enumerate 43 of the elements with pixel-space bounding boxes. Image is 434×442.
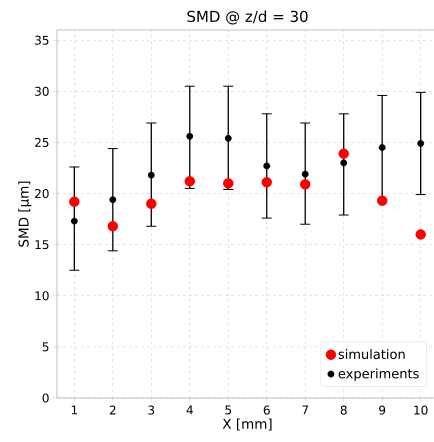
y-axis-title: SMD [µm]: [18, 182, 32, 247]
point: [378, 144, 386, 151]
point: [415, 229, 426, 240]
point: [148, 172, 155, 179]
y-tick-label: 35: [35, 36, 48, 45]
x-tick-label: 6: [264, 406, 270, 415]
point: [70, 218, 78, 225]
y-tick-label: 10: [36, 291, 49, 300]
point: [184, 176, 195, 186]
y-tick-label: 20: [35, 189, 49, 198]
point: [262, 177, 272, 188]
point: [263, 162, 270, 170]
point: [146, 198, 156, 209]
x-tick-label: 4: [186, 406, 193, 414]
x-tick-label: 9: [379, 406, 386, 415]
y-tick-label: 30: [35, 86, 49, 96]
y-tick-label: 0: [42, 393, 49, 403]
y-tick-label: 15: [36, 240, 48, 250]
y-tick-label: 25: [35, 138, 48, 147]
x-tick-label: 7: [302, 406, 308, 414]
chart-title: SMD @ z/d = 30: [187, 10, 308, 24]
point: [186, 132, 194, 140]
point: [417, 140, 424, 147]
point: [340, 159, 348, 166]
point: [69, 196, 80, 207]
legend-label: simulation: [338, 349, 405, 360]
legend-label: experiments: [338, 368, 419, 381]
x-tick-label: 8: [340, 406, 347, 415]
point: [376, 196, 388, 206]
point: [223, 178, 234, 189]
point: [109, 196, 116, 204]
x-tick-label: 10: [414, 406, 428, 415]
point: [108, 221, 118, 232]
point: [300, 179, 310, 190]
x-tick-label: 3: [148, 406, 154, 415]
point: [302, 170, 309, 178]
x-tick-label: 1: [72, 406, 78, 414]
y-tick-label: 5: [42, 342, 48, 352]
point: [224, 134, 232, 142]
x-tick-label: 2: [110, 406, 116, 414]
x-tick-label: 5: [225, 406, 232, 414]
point: [338, 148, 349, 159]
x-axis-title: X [mm]: [222, 418, 272, 431]
